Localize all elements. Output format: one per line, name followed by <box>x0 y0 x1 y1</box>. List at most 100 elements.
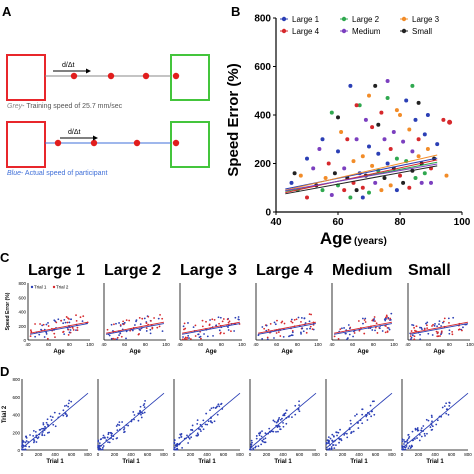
data-point <box>389 317 392 320</box>
data-point <box>452 316 455 319</box>
x-axis-unit: (years) <box>354 236 387 247</box>
data-point <box>140 413 142 416</box>
data-point <box>451 330 454 333</box>
x-tick-label: 200 <box>415 452 423 457</box>
x-tick-label: 80 <box>143 342 149 347</box>
data-point <box>213 318 216 321</box>
data-point <box>298 410 301 413</box>
data-point <box>161 317 164 320</box>
x-tick-label: 60 <box>46 342 52 347</box>
data-point <box>57 318 60 321</box>
dot <box>133 139 141 147</box>
data-point <box>106 436 109 439</box>
data-point <box>158 325 161 328</box>
data-point <box>378 327 381 330</box>
data-point <box>182 325 185 328</box>
data-point <box>311 328 314 331</box>
x-tick-label: 80 <box>219 342 225 347</box>
data-point <box>425 113 430 117</box>
data-point <box>371 400 374 403</box>
data-point <box>66 321 69 324</box>
data-point <box>54 425 57 428</box>
data-point <box>109 431 112 434</box>
data-point <box>373 180 378 185</box>
data-point <box>116 423 119 426</box>
data-point <box>447 413 450 416</box>
data-point <box>342 188 347 193</box>
data-point <box>263 441 266 444</box>
data-point <box>422 132 427 137</box>
x-tick-label: 40 <box>270 217 282 228</box>
legend-label: Trial 1 <box>34 285 47 290</box>
data-point <box>97 448 100 451</box>
data-point <box>451 333 454 336</box>
data-point <box>264 432 267 435</box>
data-point <box>67 334 70 336</box>
data-point <box>188 337 190 339</box>
data-point <box>202 419 205 422</box>
data-point <box>42 423 45 426</box>
data-point <box>211 421 214 424</box>
data-point <box>38 333 41 336</box>
data-point <box>305 156 309 161</box>
data-point <box>309 325 312 328</box>
trend-line <box>29 321 89 334</box>
data-point <box>385 96 390 101</box>
data-point <box>75 314 77 317</box>
data-point <box>21 448 23 451</box>
x-tick-label: 100 <box>86 342 94 347</box>
x-tick-label: 0 <box>97 452 100 457</box>
data-point <box>394 108 399 113</box>
data-point <box>329 437 332 440</box>
data-point <box>369 404 372 407</box>
x-tick-label: 600 <box>372 452 380 457</box>
data-point <box>283 413 286 415</box>
data-point <box>65 404 68 407</box>
trend-line <box>285 159 438 194</box>
data-point <box>44 425 46 428</box>
data-point <box>194 324 197 327</box>
x-tick-label: 0 <box>401 452 404 457</box>
data-point <box>221 320 224 323</box>
data-point <box>144 399 146 402</box>
data-point <box>265 329 268 332</box>
data-point <box>427 332 430 335</box>
data-point <box>196 432 199 435</box>
data-point <box>257 445 260 448</box>
data-point <box>431 334 434 336</box>
data-point <box>413 176 418 181</box>
data-point <box>448 321 450 324</box>
data-point <box>209 319 211 321</box>
end-box-top <box>170 54 210 101</box>
data-point <box>276 319 278 322</box>
data-point <box>30 330 33 333</box>
data-point <box>408 445 411 447</box>
data-point <box>441 117 446 122</box>
data-point <box>259 431 262 434</box>
x-tick-label: 800 <box>236 452 244 457</box>
data-point <box>62 409 65 412</box>
subplot: Large 3 40 60 80 100 Age <box>177 262 246 355</box>
x-axis-label: Trial 1 <box>46 459 64 465</box>
data-point <box>420 435 423 438</box>
data-point <box>138 316 141 319</box>
data-point <box>348 333 351 336</box>
data-point <box>426 321 429 324</box>
legend-label: Large 3 <box>412 15 440 24</box>
data-point <box>187 334 190 337</box>
data-point <box>297 408 300 411</box>
x-axis-label: Trial 1 <box>122 459 140 465</box>
data-point <box>29 335 32 338</box>
data-point <box>118 424 121 427</box>
data-point <box>145 322 148 324</box>
data-point <box>265 324 268 327</box>
data-point <box>125 337 127 340</box>
x-tick-label: 800 <box>388 452 396 457</box>
data-point <box>289 180 294 185</box>
data-point <box>237 316 240 318</box>
data-point <box>292 171 297 176</box>
data-point <box>261 338 264 340</box>
data-point <box>45 421 48 424</box>
data-point <box>401 445 403 447</box>
data-point <box>128 319 131 322</box>
